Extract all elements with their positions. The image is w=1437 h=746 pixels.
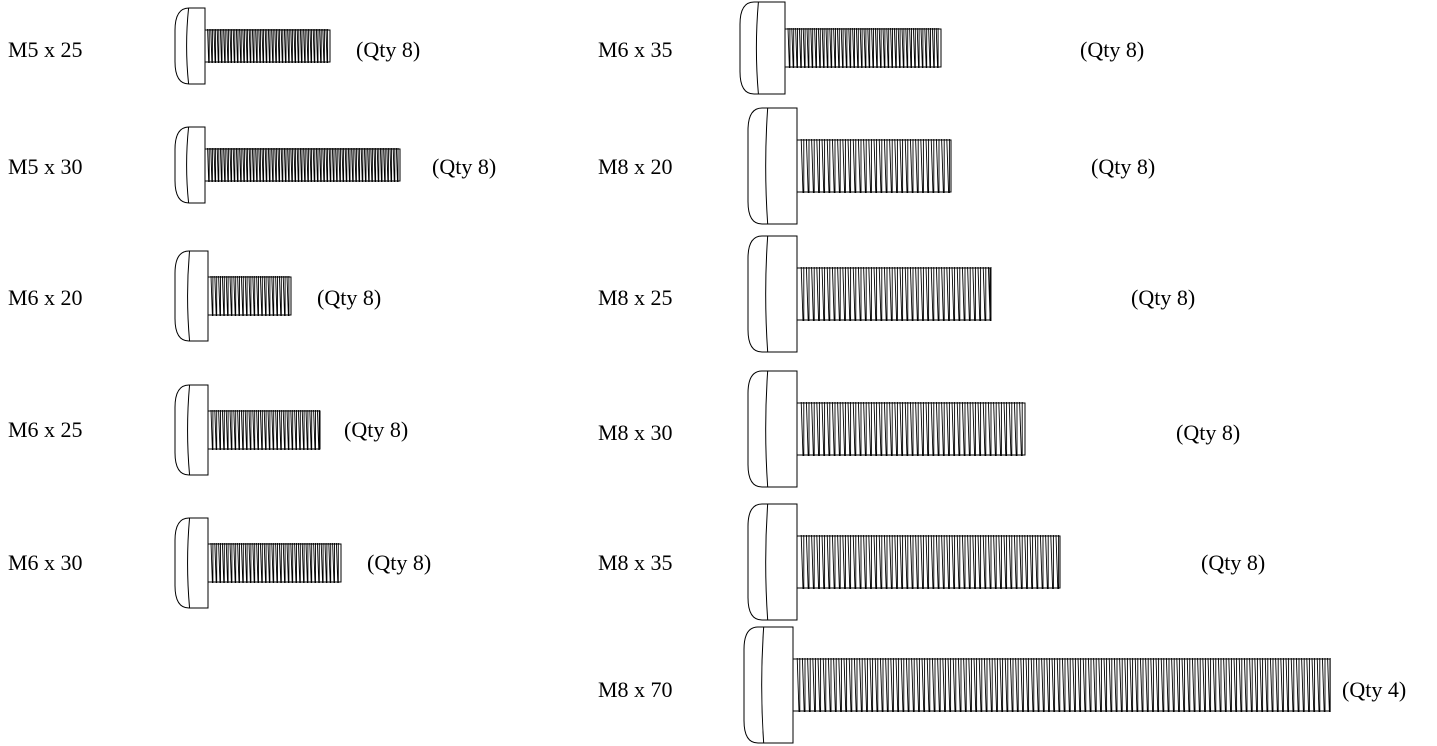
bolt-drawing-m8x25 <box>747 235 992 353</box>
bolt-threads <box>800 266 992 322</box>
bolt-head-curve <box>765 107 769 225</box>
bolt-drawing-m8x30 <box>747 370 1026 488</box>
bolt-label-m6x25: M6 x 25 <box>8 417 83 442</box>
bolt-drawing-m8x20 <box>747 107 952 225</box>
qty-label-m5x25: (Qty 8) <box>356 37 421 62</box>
qty-label-m6x35: (Qty 8) <box>1080 37 1145 62</box>
bolt-head <box>739 1 786 95</box>
bolt-threads <box>210 542 339 584</box>
bolt-label-m6x35: M6 x 35 <box>598 37 673 62</box>
bolt-label-m8x35: M8 x 35 <box>598 550 673 575</box>
bolt-head <box>174 517 209 609</box>
bolt-head <box>743 626 794 744</box>
bolt-drawing-m6x30 <box>174 517 342 609</box>
bolt-head-curve <box>765 235 769 353</box>
qty-label-m8x35: (Qty 8) <box>1201 550 1266 575</box>
bolt-threads <box>800 534 1060 590</box>
bolt-label-m6x20: M6 x 20 <box>8 285 83 310</box>
qty-label-m8x25: (Qty 8) <box>1131 285 1196 310</box>
bolt-head-curve <box>186 7 190 85</box>
bolt-shank <box>208 543 342 583</box>
qty-label-m6x30: (Qty 8) <box>367 550 432 575</box>
bolt-threads <box>787 27 939 69</box>
bolt-shank <box>785 28 942 68</box>
bolt-drawing-m6x35 <box>739 1 942 95</box>
bolt-head-curve <box>187 517 191 609</box>
bolt-head <box>174 126 206 204</box>
bolt-drawing-m6x20 <box>174 250 292 342</box>
bolt-threads <box>800 401 1023 457</box>
bolt-head-curve <box>755 1 759 95</box>
bolt-head <box>174 250 209 342</box>
bolt-threads <box>207 28 329 64</box>
bolt-label-m6x30: M6 x 30 <box>8 550 83 575</box>
qty-label-m6x20: (Qty 8) <box>317 285 382 310</box>
bolt-shank <box>208 276 292 316</box>
bolt-threads <box>210 409 320 451</box>
bolt-head-curve <box>761 626 765 744</box>
bolt-threads <box>796 657 1331 713</box>
bolt-shank <box>205 148 401 182</box>
qty-label-m6x25: (Qty 8) <box>344 417 409 442</box>
bolt-label-m5x30: M5 x 30 <box>8 154 83 179</box>
bolt-shank <box>797 402 1026 456</box>
bolt-shank <box>205 29 331 63</box>
qty-label-m8x70: (Qty 4) <box>1342 677 1407 702</box>
bolt-head <box>174 384 209 476</box>
bolt-head <box>747 503 798 621</box>
bolt-drawing-m5x25 <box>174 7 331 85</box>
bolt-label-m8x30: M8 x 30 <box>598 420 673 445</box>
qty-label-m8x20: (Qty 8) <box>1091 154 1156 179</box>
bolt-drawing-m8x35 <box>747 503 1061 621</box>
bolt-head-curve <box>765 503 769 621</box>
bolt-label-m8x25: M8 x 25 <box>598 285 673 310</box>
qty-label-m5x30: (Qty 8) <box>432 154 497 179</box>
bolt-head-curve <box>186 126 190 204</box>
bolt-threads <box>800 138 950 194</box>
bolt-label-m8x20: M8 x 20 <box>598 154 673 179</box>
bolt-shank <box>797 267 991 321</box>
bolt-head <box>174 7 206 85</box>
bolt-head <box>747 235 798 353</box>
bolt-label-m5x25: M5 x 25 <box>8 37 83 62</box>
bolt-head-curve <box>765 370 769 488</box>
bolt-head-curve <box>187 384 191 476</box>
bolt-label-m8x70: M8 x 70 <box>598 677 673 702</box>
qty-label-m8x30: (Qty 8) <box>1176 420 1241 445</box>
bolt-head <box>747 107 798 225</box>
bolt-threads <box>210 275 290 317</box>
bolt-threads <box>207 147 399 183</box>
bolt-head <box>747 370 798 488</box>
bolt-drawing-m5x30 <box>174 126 401 204</box>
bolt-drawing-m8x70 <box>743 626 1331 744</box>
bolt-head-curve <box>187 250 191 342</box>
bolt-drawing-m6x25 <box>174 384 321 476</box>
